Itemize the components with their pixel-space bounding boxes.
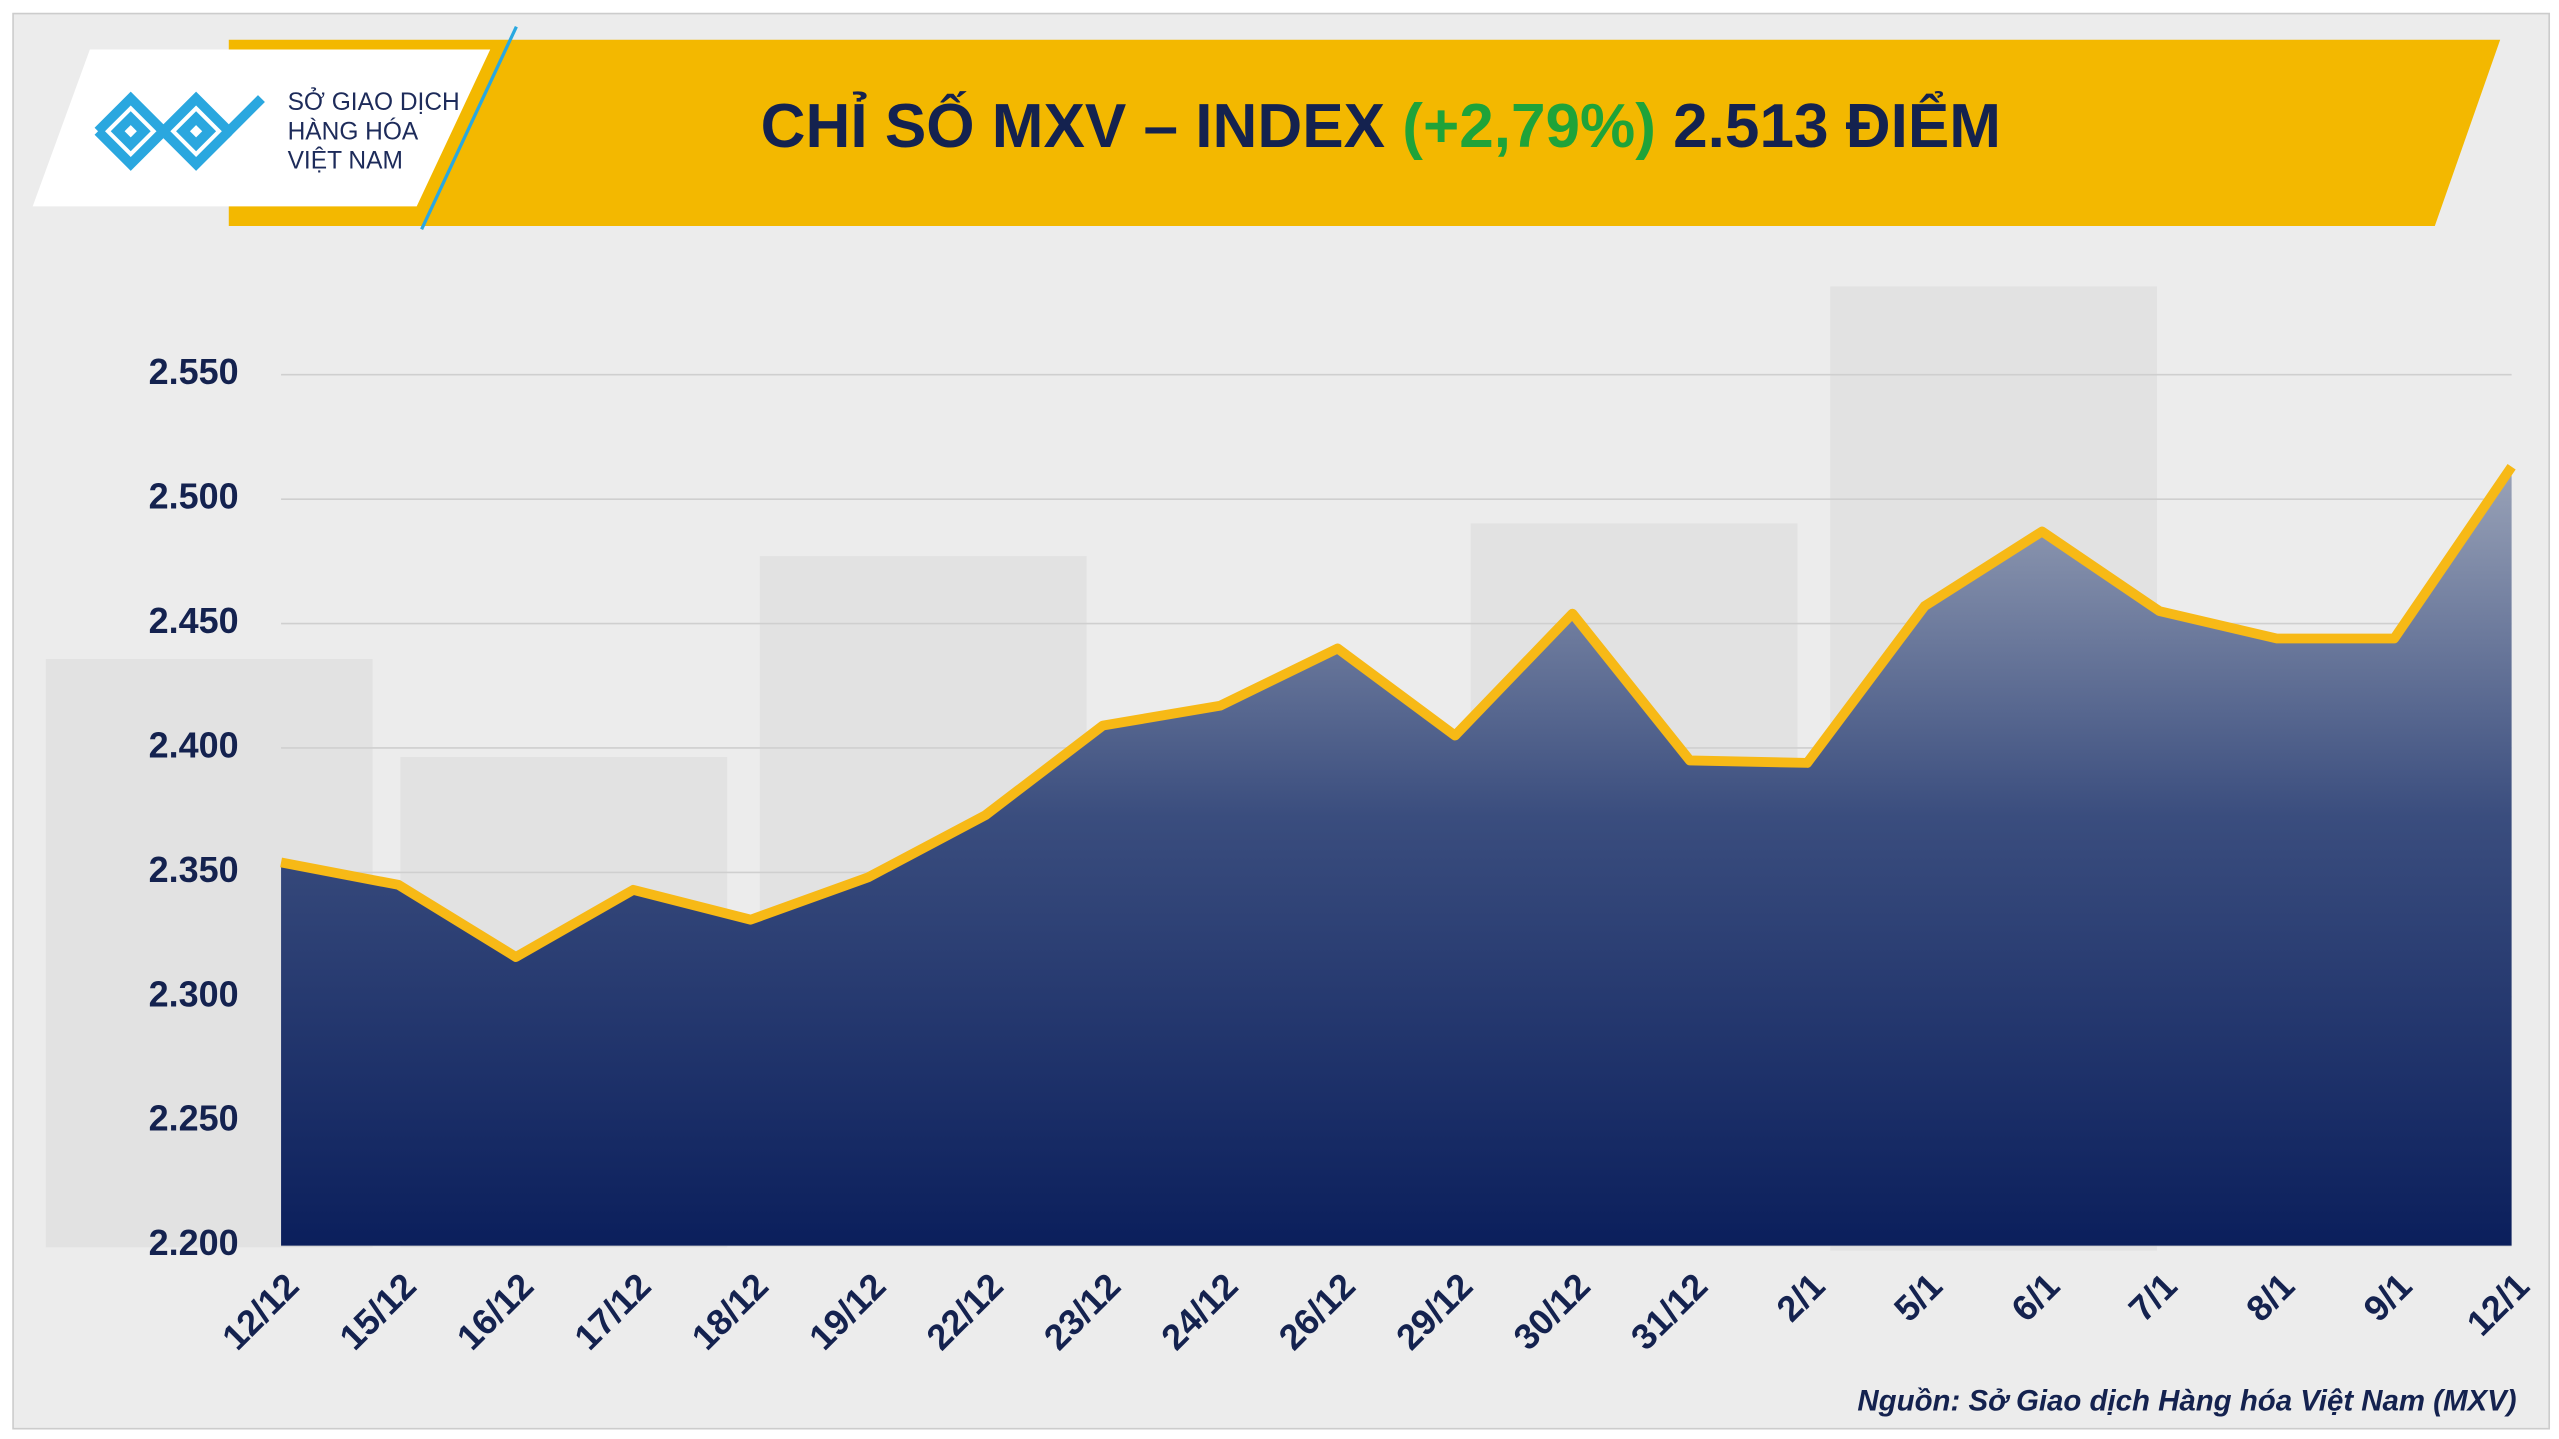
y-tick-label: 2.200 xyxy=(149,1222,239,1263)
y-tick-label: 2.300 xyxy=(149,973,239,1014)
title-value: 2.513 ĐIỂM xyxy=(1673,91,2001,162)
y-tick-label: 2.500 xyxy=(149,476,239,517)
line xyxy=(280,464,2516,962)
logo-accent xyxy=(420,25,518,230)
logo-icon xyxy=(94,91,265,171)
chart-title: CHỈ SỐ MXV – INDEX (+2,79%) 2.513 ĐIỂM xyxy=(761,91,2001,162)
y-tick-label: 2.350 xyxy=(149,849,239,890)
logo-box xyxy=(32,49,491,207)
logo-text: HÀNG HÓA xyxy=(288,118,419,145)
logo-text: VIỆT NAM xyxy=(288,148,403,175)
source: Nguồn: Sở Giao dịch Hàng hóa Việt Nam (M… xyxy=(1857,1384,2516,1417)
y-tick-label: 2.550 xyxy=(149,351,239,392)
title-main: CHỈ SỐ MXV – INDEX xyxy=(761,91,1385,162)
title-change: (+2,79%) xyxy=(1402,93,1656,162)
y-tick-label: 2.400 xyxy=(149,724,239,765)
area xyxy=(281,466,2512,1246)
title-banner xyxy=(228,39,2501,227)
y-tick-label: 2.450 xyxy=(149,600,239,641)
y-tick-label: 2.250 xyxy=(149,1098,239,1139)
logo-text: SỞ GIAO DỊCH xyxy=(288,87,460,116)
